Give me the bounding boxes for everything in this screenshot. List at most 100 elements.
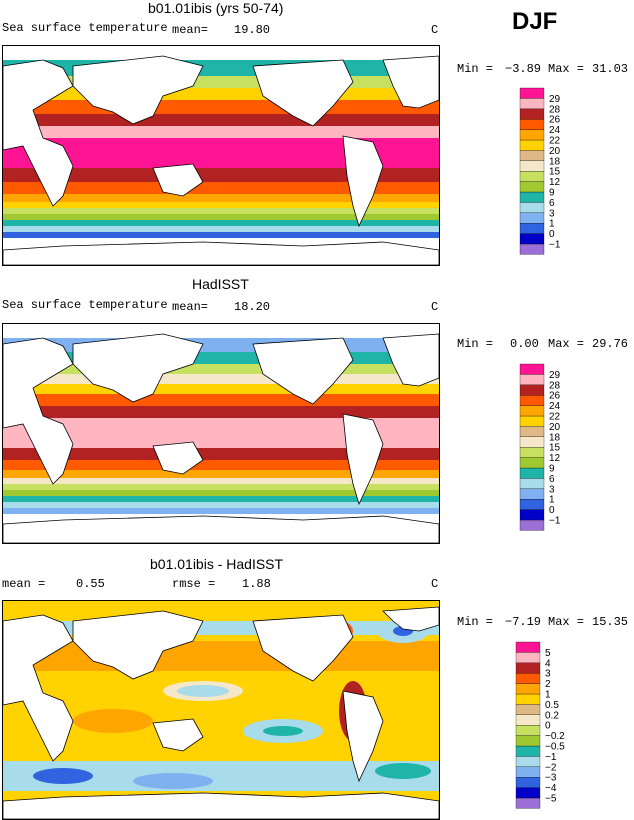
colorbar-tick-label: 20	[549, 422, 561, 433]
colorbar-tick-label: 15	[549, 167, 561, 178]
colorbar-swatch	[515, 797, 541, 809]
colorbar-tick-label: 12	[549, 177, 561, 188]
colorbar-tick-label: 22	[549, 412, 561, 423]
colorbar-tick-label: 18	[549, 156, 561, 167]
colorbar-swatch	[515, 662, 541, 674]
panel-2-colorbar: −1 0 1 3 6 9 12 15 18 20 22 24 26 28 29	[519, 363, 580, 542]
colorbar-swatch	[515, 725, 541, 736]
panel-3-rmse-label: rmse =	[172, 577, 216, 591]
panel-3-mean-value: 0.55	[76, 577, 105, 591]
colorbar-swatch	[519, 457, 545, 469]
colorbar-tick-label: 6	[549, 198, 555, 209]
colorbar-tick-label: 29	[549, 94, 561, 105]
colorbar-swatch	[519, 150, 545, 161]
colorbar-tick-label: 5	[545, 648, 551, 659]
colorbar-tick-label: −1	[545, 752, 557, 763]
panel-3-rmse-value: 1.88	[242, 577, 271, 591]
colorbar-swatch	[515, 714, 541, 726]
panel-2-mean-value: 18.20	[234, 300, 271, 314]
panel-2-max-value: 29.76	[592, 337, 629, 351]
colorbar-tick-label: 26	[549, 115, 561, 126]
colorbar-tick-label: 2	[545, 679, 551, 690]
colorbar-swatch	[519, 426, 545, 437]
colorbar-tick-label: 3	[549, 208, 555, 219]
colorbar-swatch	[515, 652, 541, 663]
colorbar-swatch	[519, 139, 545, 151]
colorbar-swatch	[519, 488, 545, 500]
panel-3-min-label: Min =	[457, 615, 494, 629]
colorbar-tick-label: −2	[545, 762, 557, 773]
colorbar-swatch	[519, 171, 545, 182]
panel-3-title: b01.01ibis - HadISST	[150, 556, 284, 572]
panel-2-mean-label: mean=	[172, 300, 209, 314]
colorbar-tick-label: 24	[549, 401, 561, 412]
panel-3-unit: C	[431, 577, 439, 591]
colorbar-tick-label: 0	[549, 505, 555, 516]
colorbar-tick-label: 29	[549, 370, 561, 381]
colorbar-swatch	[519, 519, 545, 531]
colorbar-swatch	[519, 374, 545, 385]
colorbar-tick-label: 15	[549, 443, 561, 454]
panel-1-unit: C	[431, 23, 439, 37]
colorbar-tick-label: −0.5	[545, 742, 565, 753]
colorbar-swatch	[519, 363, 545, 375]
colorbar-tick-label: 24	[549, 125, 561, 136]
colorbar-swatch	[519, 509, 545, 521]
colorbar-tick-label: 0	[549, 229, 555, 240]
colorbar-swatch	[519, 129, 545, 141]
panel-1-title: b01.01ibis (yrs 50-74)	[148, 0, 284, 16]
colorbar-tick-label: −0.2	[545, 731, 565, 742]
colorbar-tick-label: −4	[545, 783, 557, 794]
season-label: DJF	[512, 8, 558, 35]
colorbar-swatch	[515, 756, 541, 767]
colorbar-tick-label: 28	[549, 104, 561, 115]
panel-2-min-label: Min =	[457, 337, 494, 351]
colorbar-swatch	[519, 243, 545, 255]
colorbar-tick-label: 20	[549, 146, 561, 157]
panel-2-title: HadISST	[192, 276, 249, 292]
colorbar-tick-label: 1	[549, 495, 555, 506]
colorbar-swatch	[519, 233, 545, 245]
colorbar-swatch	[519, 98, 545, 109]
colorbar-swatch	[519, 119, 545, 130]
panel-3-min-value: −7.19	[505, 615, 542, 629]
colorbar-tick-label: 3	[549, 484, 555, 495]
colorbar-swatch	[519, 212, 545, 224]
colorbar-tick-label: 0.5	[545, 700, 559, 711]
panel-1-mean-value: 19.80	[234, 23, 271, 37]
panel-3-mean-label: mean =	[2, 577, 46, 591]
colorbar-swatch	[515, 766, 541, 778]
colorbar-swatch	[519, 384, 545, 396]
colorbar-tick-label: 1	[549, 219, 555, 230]
colorbar-swatch	[515, 641, 541, 653]
colorbar-swatch	[519, 415, 545, 427]
colorbar-swatch	[515, 693, 541, 705]
colorbar-tick-label: 26	[549, 391, 561, 402]
colorbar-swatch	[519, 191, 545, 203]
colorbar-tick-label: −3	[545, 773, 557, 784]
colorbar-tick-label: 9	[549, 464, 555, 475]
colorbar-swatch	[515, 787, 541, 799]
colorbar-swatch	[519, 467, 545, 479]
colorbar-swatch	[519, 223, 545, 234]
colorbar-swatch	[515, 683, 541, 695]
panel-3-max-value: 15.35	[592, 615, 629, 629]
panel-1-max-label: Max =	[548, 62, 585, 76]
colorbar-tick-label: 3	[545, 669, 551, 680]
colorbar-swatch	[519, 108, 545, 120]
colorbar-tick-label: 12	[549, 453, 561, 464]
panel-2-variable-label: Sea surface temperature	[2, 298, 168, 312]
panel-2-min-value: 0.00	[510, 337, 539, 351]
panel-1-mean-label: mean=	[172, 23, 209, 37]
colorbar-swatch	[515, 745, 541, 757]
panel-1-min-value: −3.89	[505, 62, 542, 76]
colorbar-tick-label: 1	[545, 690, 551, 701]
colorbar-tick-label: 28	[549, 380, 561, 391]
panel-2-unit: C	[431, 300, 439, 314]
colorbar-swatch	[515, 735, 541, 747]
colorbar-swatch	[515, 777, 541, 788]
panel-1-max-value: 31.03	[592, 62, 629, 76]
colorbar-swatch	[519, 160, 545, 172]
colorbar-swatch	[519, 202, 545, 213]
colorbar-tick-label: −5	[545, 794, 557, 805]
